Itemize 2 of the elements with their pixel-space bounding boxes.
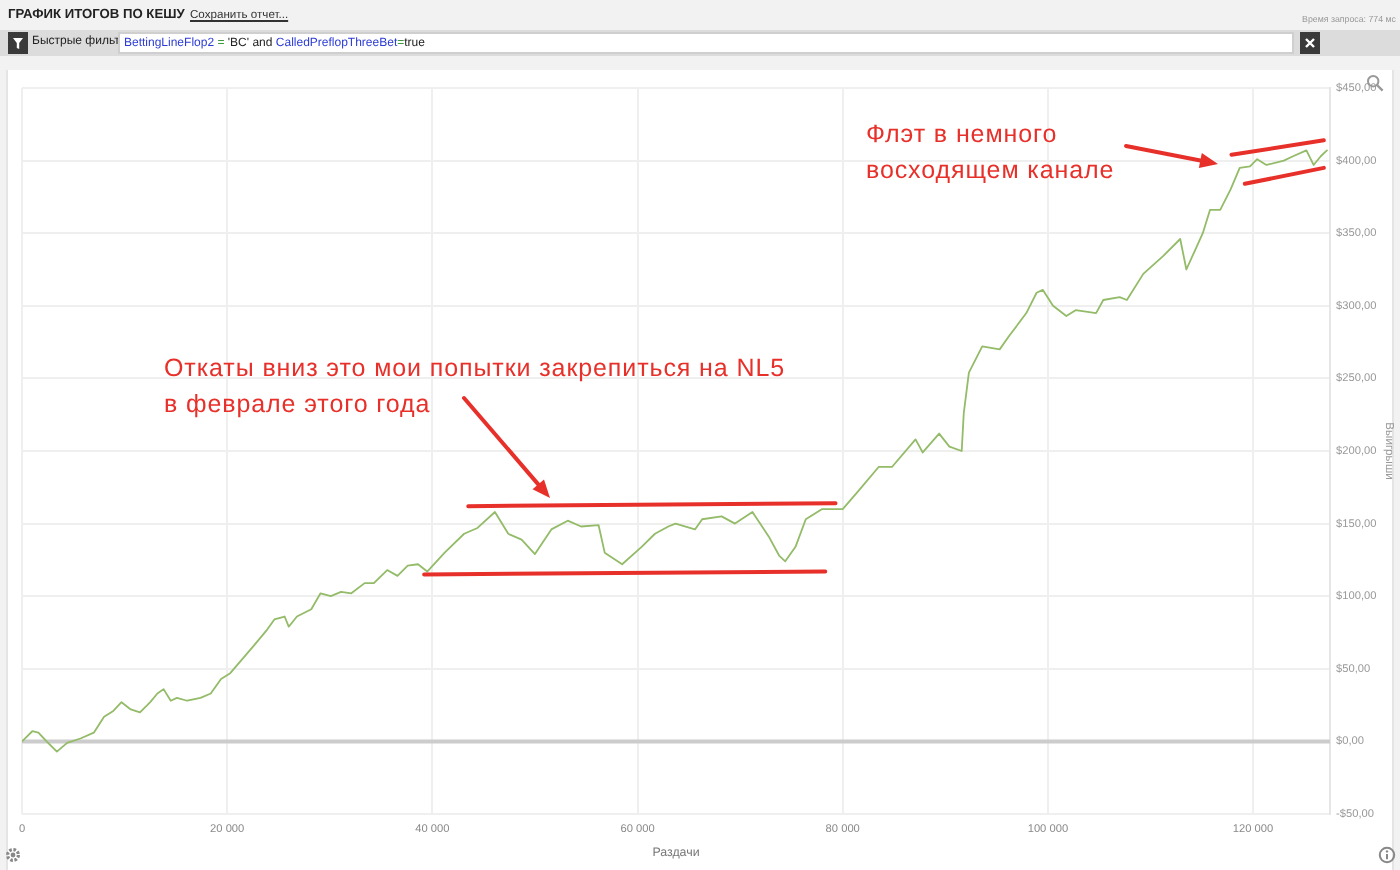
- annotation: Откаты вниз это мои попытки закрепиться на NL5 в феврале этого года: [164, 352, 786, 422]
- annotation: Флэт в немного восходящем канале: [866, 118, 1115, 188]
